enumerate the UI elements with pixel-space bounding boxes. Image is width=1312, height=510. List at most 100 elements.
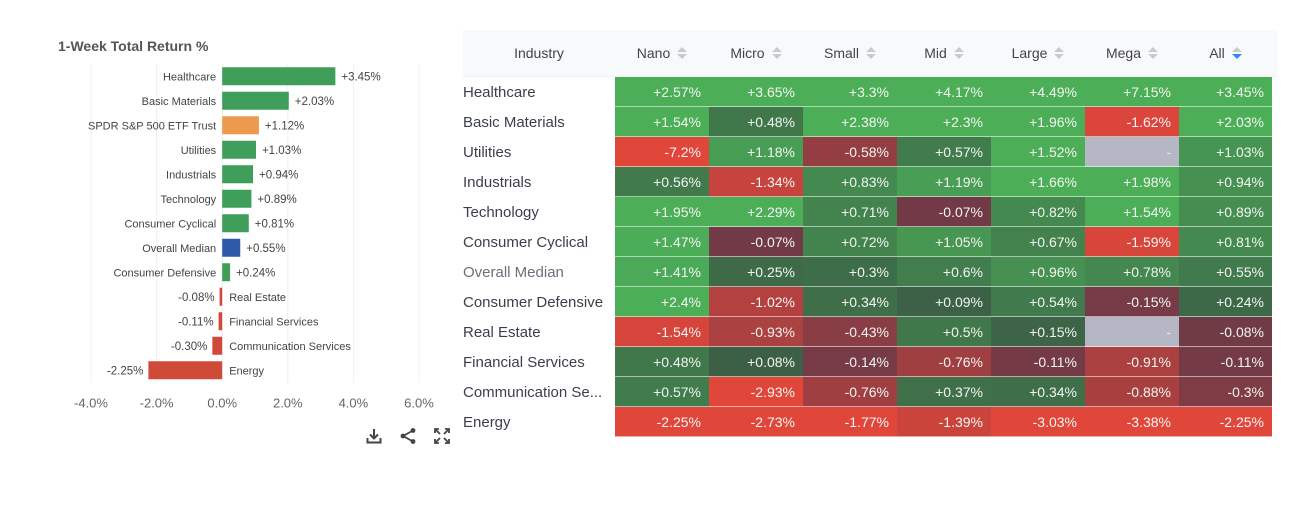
table-row: Consumer Defensive +2.4% -1.02% +0.34% +0.09…	[463, 287, 1278, 317]
heatmap-cell: +4.17%	[897, 77, 991, 107]
column-header-micro[interactable]: Micro	[709, 30, 803, 76]
column-header-mid[interactable]: Mid	[897, 30, 991, 76]
bar-chart-panel: 1-Week Total Return % -4.0% -2.0% 0.0% 2.0%…	[0, 0, 460, 460]
sort-down-icon	[866, 54, 876, 59]
sort-icon[interactable]	[866, 47, 876, 59]
heatmap-cell: +2.29%	[709, 197, 803, 227]
category-label: Energy	[229, 365, 264, 377]
heatmap-cell: -0.14%	[803, 347, 897, 377]
bar	[212, 336, 223, 355]
heatmap-cell: -0.91%	[1085, 347, 1179, 377]
heatmap-cell: -2.25%	[615, 407, 709, 437]
heatmap-cell: +0.15%	[991, 317, 1085, 347]
heatmap-cell: +0.89%	[1179, 197, 1272, 227]
heatmap-cell: +0.94%	[1179, 167, 1272, 197]
heatmap-cell: -1.02%	[709, 287, 803, 317]
heatmap-cell: +1.47%	[615, 227, 709, 257]
column-header-small[interactable]: Small	[803, 30, 897, 76]
sort-icon[interactable]	[1054, 47, 1065, 59]
heatmap-cell: +1.19%	[897, 167, 991, 197]
industry-label: Communication Se...	[463, 383, 603, 401]
data-label: -0.30%	[171, 341, 207, 353]
bar	[222, 67, 336, 86]
industry-label: Basic Materials	[463, 113, 565, 131]
industry-label: Utilities	[463, 143, 512, 161]
data-label: +3.45%	[341, 71, 380, 83]
sort-up-icon	[866, 47, 876, 52]
heatmap-cell: -3.03%	[991, 407, 1085, 437]
heatmap-cell: +2.57%	[615, 77, 709, 107]
column-header-large[interactable]: Large	[991, 30, 1085, 76]
heatmap-cell: +1.05%	[897, 227, 991, 257]
chart-title: 1-Week Total Return %	[58, 38, 209, 54]
heatmap-cell: -1.77%	[803, 407, 897, 437]
heatmap-cell: -3.38%	[1085, 407, 1179, 437]
heatmap-cell: +4.49%	[991, 77, 1085, 107]
bar	[222, 116, 259, 135]
column-header-nano[interactable]: Nano	[615, 30, 709, 76]
heatmap-cell: +1.95%	[615, 197, 709, 227]
category-label: Consumer Cyclical	[124, 218, 216, 230]
data-label: +0.55%	[246, 243, 285, 255]
heatmap-cell: +0.3%	[803, 257, 897, 287]
industry-label: Financial Services	[463, 353, 585, 371]
heatmap-cell: +3.3%	[803, 77, 897, 107]
sort-icon[interactable]	[953, 47, 964, 59]
heatmap-cell: +2.38%	[803, 107, 897, 137]
x-tick-label: -2.0%	[140, 396, 174, 411]
column-header-all[interactable]: All	[1179, 30, 1272, 76]
heatmap-cell: +0.78%	[1085, 257, 1179, 287]
heatmap-cell: +3.45%	[1179, 77, 1272, 107]
heatmap-cell: +0.25%	[709, 257, 803, 287]
sort-up-icon	[1054, 47, 1065, 52]
category-label: Healthcare	[163, 71, 216, 83]
heatmap-cell: -1.54%	[615, 317, 709, 347]
data-label: -0.11%	[178, 316, 214, 328]
table-body: Healthcare +2.57% +3.65% +3.3% +4.17% +4.49% +…	[463, 77, 1278, 437]
heatmap-cell: +2.03%	[1179, 107, 1272, 137]
heatmap-cell: +1.18%	[709, 137, 803, 167]
sort-down-icon	[677, 54, 688, 59]
heatmap-cell: +0.24%	[1179, 287, 1272, 317]
heatmap-cell: +7.15%	[1085, 77, 1179, 107]
heatmap-cell: +1.41%	[615, 257, 709, 287]
fullscreen-icon	[434, 428, 450, 444]
heatmap-cell: +0.6%	[897, 257, 991, 287]
category-label: Consumer Defensive	[113, 267, 216, 279]
bar	[222, 140, 256, 159]
sort-down-icon	[1054, 54, 1065, 59]
sort-up-icon	[1148, 47, 1159, 52]
heatmap-cell: -0.3%	[1179, 377, 1272, 407]
category-label: Overall Median	[142, 243, 216, 255]
download-button[interactable]	[364, 426, 384, 446]
table-row: Energy -2.25% -2.73% -1.77% -1.39% -3.03% -3.3…	[463, 407, 1278, 437]
heatmap-cell: +1.54%	[1085, 197, 1179, 227]
heatmap-cell: -0.07%	[709, 227, 803, 257]
heatmap-cell: -1.62%	[1085, 107, 1179, 137]
sort-icon[interactable]	[1231, 47, 1242, 59]
table-row: Overall Median +1.41% +0.25% +0.3% +0.6% +0.9…	[463, 257, 1278, 287]
category-label: SPDR S&P 500 ETF Trust	[88, 120, 216, 132]
sort-icon[interactable]	[677, 47, 688, 59]
heatmap-cell: -0.43%	[803, 317, 897, 347]
industry-label: Technology	[463, 203, 539, 221]
heatmap-cell: -7.2%	[615, 137, 709, 167]
column-header-industry: Industry	[463, 30, 615, 76]
heatmap-cell: -0.07%	[897, 197, 991, 227]
heatmap-cell: +0.57%	[897, 137, 991, 167]
bar	[222, 165, 254, 184]
share-button[interactable]	[398, 426, 418, 446]
sort-icon[interactable]	[1148, 47, 1159, 59]
heatmap-cell: -0.15%	[1085, 287, 1179, 317]
heatmap-cell: +2.3%	[897, 107, 991, 137]
x-tick-label: 0.0%	[207, 396, 237, 411]
x-tick-label: 4.0%	[339, 396, 369, 411]
column-header-mega[interactable]: Mega	[1085, 30, 1179, 76]
table-row: Technology +1.95% +2.29% +0.71% -0.07% +0.82%…	[463, 197, 1278, 227]
sort-down-icon	[953, 54, 964, 59]
table-row: Communication Se... +0.57% -2.93% -0.76% +0.…	[463, 377, 1278, 407]
fullscreen-button[interactable]	[432, 426, 452, 446]
heatmap-cell: -0.76%	[897, 347, 991, 377]
industry-label: Consumer Defensive	[463, 293, 604, 311]
sort-icon[interactable]	[771, 47, 782, 59]
